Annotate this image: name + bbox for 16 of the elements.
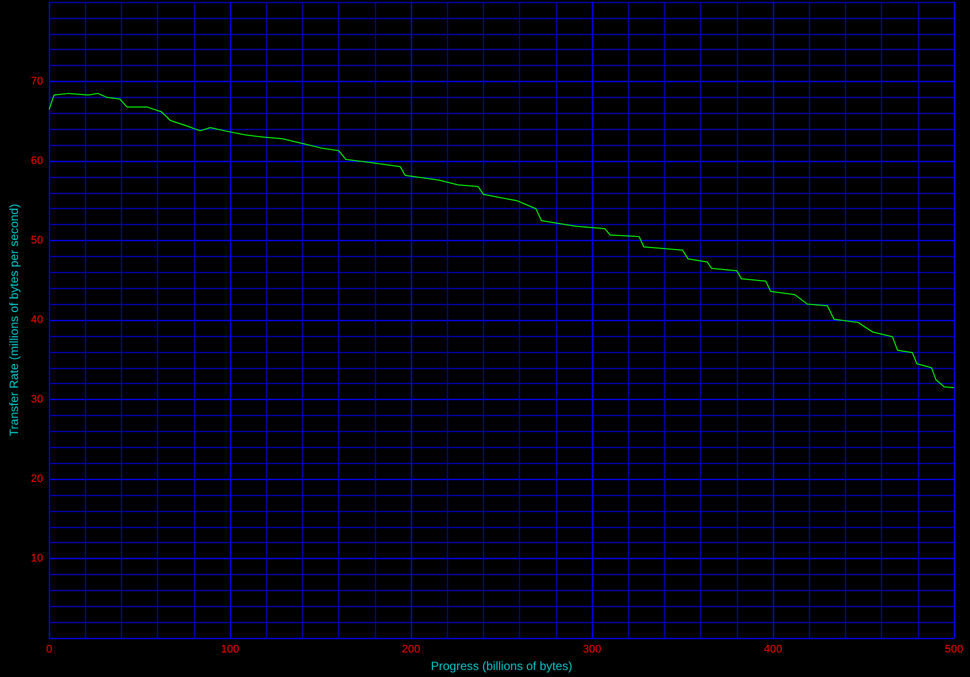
y-tick-label: 10 bbox=[30, 552, 44, 565]
y-tick-label: 70 bbox=[30, 76, 44, 88]
x-tick-label: 200 bbox=[402, 644, 420, 656]
x-tick-label: 500 bbox=[944, 644, 964, 656]
x-tick-label: 0 bbox=[46, 644, 52, 656]
y-tick-label: 30 bbox=[30, 394, 44, 406]
x-axis-title: Progress (billions of bytes) bbox=[430, 659, 572, 673]
y-tick-label: 50 bbox=[30, 234, 44, 247]
x-tick-label: 100 bbox=[220, 644, 240, 656]
line-series bbox=[48, 92, 954, 388]
x-tick-label: 300 bbox=[582, 644, 602, 656]
y-tick-label: 60 bbox=[30, 155, 44, 168]
y-tick-label: 20 bbox=[30, 473, 44, 486]
y-axis-title: Transfer Rate (millions of bytes per second) bbox=[7, 204, 21, 436]
y-tick-label: 40 bbox=[30, 314, 44, 326]
x-tick-label: 400 bbox=[764, 644, 782, 656]
